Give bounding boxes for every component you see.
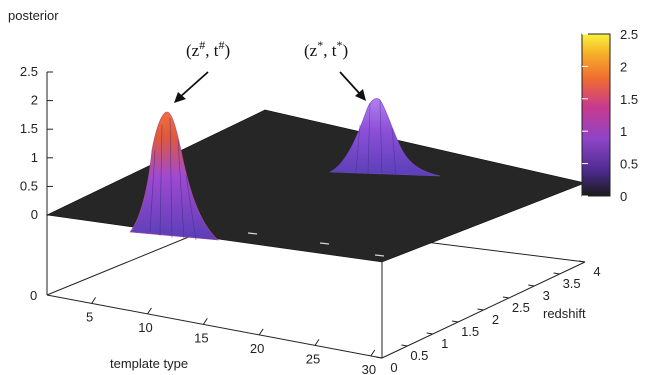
y-tick-label: 0 xyxy=(390,360,397,375)
y-tick-mark xyxy=(401,344,408,347)
y-axis-ticks: 0 0.5 1 1.5 2 2.5 3 3.5 4 xyxy=(375,260,601,375)
x-tick-mark xyxy=(258,328,264,336)
x-tick-mark xyxy=(91,297,97,304)
x-tick-mark xyxy=(314,339,320,346)
y-tick-mark xyxy=(452,320,459,323)
annotation-z-star: (z*, t*) xyxy=(304,38,366,101)
colorbar-tick-label: 2.5 xyxy=(620,27,638,42)
z-tick-label: 0 xyxy=(31,207,38,222)
surface-plane xyxy=(45,109,587,263)
x-tick-label: 10 xyxy=(138,320,152,335)
y-tick-label: 4 xyxy=(593,264,600,279)
y-tick-mark xyxy=(477,308,484,311)
x-tick-mark xyxy=(147,307,152,315)
y-tick-label: 1.5 xyxy=(461,324,479,339)
svg-text:(z#, t#): (z#, t#) xyxy=(186,38,230,60)
y-tick-mark xyxy=(502,296,509,299)
x-tick-label: 25 xyxy=(306,351,320,366)
colorbar-tick-label: 0.5 xyxy=(620,157,638,172)
y-tick-mark xyxy=(578,260,586,263)
colorbar-tick-label: 1 xyxy=(620,124,627,139)
y-tick-mark xyxy=(426,332,433,335)
y-tick-label: 1 xyxy=(441,336,448,351)
colorbar-ticks: 0 0.5 1 1.5 2 2.5 xyxy=(582,27,638,204)
x-axis-title: template type xyxy=(110,356,188,371)
y-axis-title: redshift xyxy=(543,306,586,321)
y-tick-mark xyxy=(528,284,535,287)
y-tick-label: 0.5 xyxy=(410,348,428,363)
x-axis-ticks: 5 10 15 20 25 30 xyxy=(86,297,376,375)
y-tick-label: 2 xyxy=(492,312,499,327)
z-tick-label: 1 xyxy=(31,150,38,165)
z-axis-title: posterior xyxy=(8,8,59,23)
y-tick-mark xyxy=(553,272,560,275)
colorbar-tick-label: 0 xyxy=(620,189,627,204)
surface-highlights xyxy=(247,232,385,257)
x-tick-label: 15 xyxy=(194,330,208,345)
z-axis-ticks: 0 0.5 1 1.5 2 2.5 xyxy=(20,64,53,222)
x-tick-mark xyxy=(202,318,208,325)
y-tick-mark xyxy=(375,356,383,359)
z-tick-label: 2.5 xyxy=(20,64,38,79)
z-tick-label: 0.5 xyxy=(20,178,38,193)
colorbar-tick-label: 1.5 xyxy=(620,92,638,107)
colorbar: 0 0.5 1 1.5 2 2.5 xyxy=(581,27,638,204)
x-tick-label: 5 xyxy=(86,309,93,324)
svg-text:(z*, t*): (z*, t*) xyxy=(304,38,348,60)
x-tick-label: 20 xyxy=(250,341,264,356)
z-tick-label: 1.5 xyxy=(20,121,38,136)
annotation-z-hash: (z#, t#) xyxy=(174,38,230,103)
z-tick-label: 2 xyxy=(31,93,38,108)
peak-z-hash xyxy=(129,111,219,241)
floor-zero-tick: 0 xyxy=(30,288,37,303)
y-tick-label: 3 xyxy=(543,288,550,303)
y-tick-label: 3.5 xyxy=(563,276,581,291)
colorbar-tick-label: 2 xyxy=(620,59,627,74)
x-tick-label: 30 xyxy=(362,362,376,375)
y-tick-label: 2.5 xyxy=(512,300,530,315)
peak-z-star xyxy=(329,98,441,177)
x-tick-mark xyxy=(370,349,376,357)
